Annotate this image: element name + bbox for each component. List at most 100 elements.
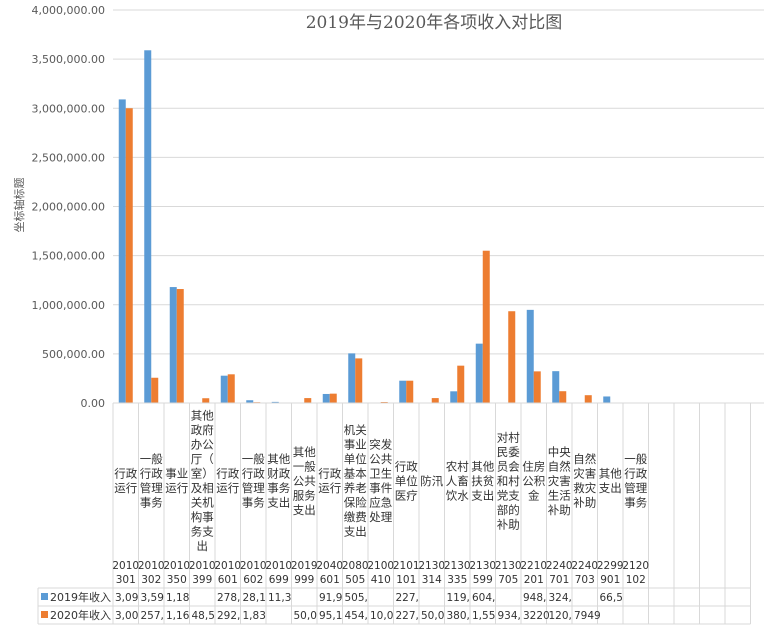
data-table: 2019年收入 3,09 3,59 1,18 278, 28,1 11,3 91,9 505, 2… [37, 402, 751, 625]
category-code: 2010 699 [265, 560, 292, 586]
table-cell: 1,83 [243, 610, 266, 622]
category-code: 2100 410 [367, 560, 394, 586]
category-label: 住房公积金 [522, 459, 545, 502]
category-label: 行政运行 [114, 467, 137, 496]
bar-series1 [169, 287, 177, 403]
bars [118, 50, 611, 403]
y-tick-label: 2,000,000.00 [32, 201, 105, 214]
category-label: 其他财政事务支出 [267, 452, 290, 510]
table-cell: 505, [345, 592, 368, 604]
table-cell: 227, [396, 592, 419, 604]
bar-series1 [399, 380, 407, 403]
bar-series2 [304, 398, 312, 403]
category-code: 2240 701 [546, 560, 573, 586]
category-label: 突发公共卫生事件应急处理 [369, 438, 392, 525]
bar-series1 [475, 343, 483, 403]
bar-series2 [482, 250, 490, 403]
bar-series2 [176, 289, 184, 403]
table-cell: 7949 [574, 610, 601, 622]
category-label: 中央自然灾害生活补助 [548, 445, 571, 517]
category-label: 自然灾害救灾补助 [573, 452, 596, 510]
bar-series2 [406, 380, 414, 403]
category-label: 行政运行 [216, 467, 239, 496]
table-cell: 292, [217, 610, 240, 622]
category-label: 一般行政管理事务 [242, 452, 265, 510]
category-label: 事业运行 [165, 467, 188, 496]
bar-series2 [227, 374, 235, 403]
table-cell: 3,59 [141, 592, 164, 604]
category-labels: 行政运行 2010 301 一般行政管理事务 2010 302 事业运行 2010 350其他政… [112, 409, 649, 587]
bar-series2 [559, 391, 567, 403]
table-cell: 278, [217, 592, 240, 604]
legend-label: 2020年收入 [50, 608, 111, 622]
table-cell: 120, [549, 610, 572, 622]
category-code: 2130 599 [469, 560, 496, 586]
table-cell: 380, [447, 610, 470, 622]
table-cell: 66,5 [600, 592, 623, 604]
table-cell: 3,09 [115, 592, 138, 604]
y-tick-label: 2,500,000.00 [32, 151, 105, 164]
bar-series1 [220, 375, 228, 403]
bar-series1 [322, 393, 330, 403]
category-code: 2130 705 [495, 560, 522, 586]
table-cell: 95,1 [319, 610, 342, 622]
y-tick-label: 1,000,000.00 [32, 299, 105, 312]
table-cell: 48,5 [192, 610, 215, 622]
category-code: 2010 350 [163, 560, 190, 586]
table-cell: 227, [396, 610, 419, 622]
category-code: 2080 505 [342, 560, 369, 586]
bar-series1 [526, 309, 534, 403]
category-code: 2130 314 [418, 560, 445, 586]
bar-series1 [246, 400, 254, 403]
category-label: 对村民委员会和村党支部的补助 [497, 430, 520, 531]
bar-series1 [348, 353, 356, 403]
y-tick-label: 0.00 [81, 397, 106, 410]
category-label: 行政单位医疗 [395, 459, 418, 502]
y-tick-label: 3,500,000.00 [32, 53, 105, 66]
bar-series2 [431, 398, 439, 403]
category-label: 防汛 [420, 474, 443, 488]
category-code: 2019 999 [291, 560, 318, 586]
bar-series2 [151, 377, 159, 403]
category-code: 2010 301 [112, 560, 139, 586]
table-cell: 934, [498, 610, 521, 622]
category-code: 2040 601 [316, 560, 343, 586]
legend-label: 2019年收入 [50, 590, 111, 604]
gridlines [113, 9, 764, 404]
bar-series1 [144, 50, 152, 403]
category-label: 其他一般公共服务支出 [293, 445, 316, 517]
table-cell: 3,00 [115, 610, 138, 622]
y-tick-label: 1,500,000.00 [32, 250, 105, 263]
table-cell: 91,9 [319, 592, 342, 604]
category-code: 2010 302 [138, 560, 165, 586]
category-code: 2240 703 [571, 560, 598, 586]
category-code: 2010 602 [240, 560, 267, 586]
bar-series2 [355, 358, 363, 403]
bar-series2 [202, 398, 210, 403]
table-cell: 10,0 [370, 610, 393, 622]
bar-series1 [603, 396, 611, 403]
bar-series1 [552, 371, 560, 403]
chart-title: 2019年与2020年各项收入对比图 [306, 13, 563, 33]
category-code: 2120 102 [622, 560, 649, 586]
table-cell: 454, [345, 610, 368, 622]
y-tick-label: 4,000,000.00 [32, 4, 105, 17]
category-code: 2130 335 [444, 560, 471, 586]
table-cell: 119, [447, 592, 470, 604]
category-label: 农村人畜饮水 [446, 459, 469, 502]
table-cell: 1,16 [166, 610, 190, 622]
table-cell: 604, [472, 592, 495, 604]
category-code: 2010 601 [214, 560, 241, 586]
bar-series2 [329, 393, 337, 403]
bar-series1 [118, 99, 126, 403]
y-tick-label: 3,000,000.00 [32, 102, 105, 115]
y-tick-labels: 0.00 500,000.00 1,000,000.00 1,500,000.00 2,… [32, 4, 105, 410]
category-label: 其他扶贫支出 [471, 459, 494, 502]
legend-swatch [41, 611, 48, 618]
table-cell: 50,0 [294, 610, 317, 622]
table-cell: 1,55 [472, 610, 495, 622]
bar-series2 [584, 395, 592, 403]
category-label: 一般行政管理事务 [140, 452, 163, 510]
category-label: 机关事业单位基本养老保险缴费支出 [344, 423, 367, 539]
